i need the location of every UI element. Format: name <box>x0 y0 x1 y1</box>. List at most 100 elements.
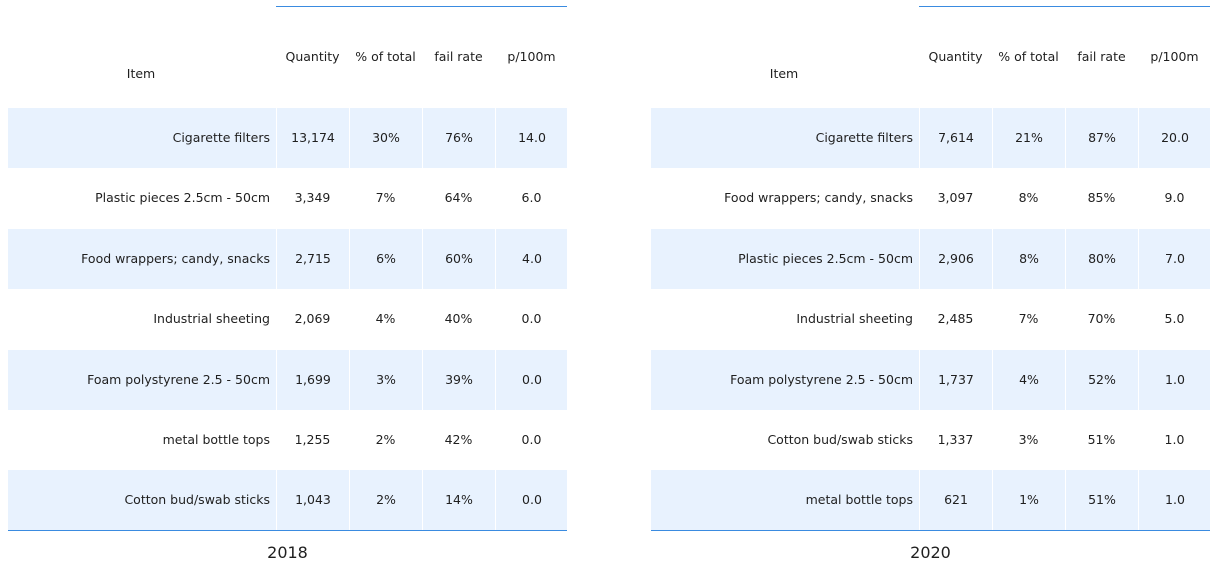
table-row: Food wrappers; candy, snacks 3,097 8% 85% 9.… <box>651 168 1210 228</box>
table-cell-quantity: 2,715 <box>276 228 349 289</box>
table-cell-percent-total: 8% <box>992 228 1065 289</box>
table-cell-percent-total: 3% <box>1018 432 1039 447</box>
table-cell-percent-total: 6% <box>349 228 422 289</box>
table-cell-fail-rate: 64% <box>444 190 473 206</box>
table-caption-year: 2020 <box>910 543 951 562</box>
table-cell-percent-total: 4% <box>375 311 396 327</box>
table-cell-percent-total: 3% <box>349 349 422 410</box>
table-cell-item: Cigarette filters <box>815 130 913 145</box>
table-cell-fail-rate: 70% <box>1087 311 1116 327</box>
table-cell-item: Industrial sheeting <box>796 311 913 327</box>
table-cell-item: Cotton bud/swab sticks <box>124 492 270 508</box>
table-cell-p100m: 20.0 <box>1138 108 1211 168</box>
table-cell-item: Plastic pieces 2.5cm - 50cm <box>738 250 913 266</box>
column-header-percent-total: % of total <box>998 49 1059 64</box>
table-cell-fail-rate: 39% <box>422 349 495 410</box>
table-cell-quantity: 1,337 <box>937 432 974 447</box>
table-cell-percent-total: 2% <box>349 470 422 531</box>
table-cell-item: Foam polystyrene 2.5 - 50cm <box>730 371 913 387</box>
table-cell-p100m: 7.0 <box>1138 228 1211 289</box>
table-cell-p100m: 0.0 <box>495 470 568 531</box>
table-row: Foam polystyrene 2.5 - 50cm 1,699 3% 39% 0.0 <box>8 349 568 410</box>
table-cell-p100m: 6.0 <box>521 190 542 206</box>
table-cell-fail-rate: 60% <box>422 228 495 289</box>
table-cell-fail-rate: 85% <box>1087 190 1116 206</box>
column-header-p100m: p/100m <box>507 49 556 64</box>
table-cell-p100m: 1.0 <box>1138 470 1211 531</box>
table-cell-quantity: 2,906 <box>919 228 992 289</box>
table-cell-percent-total: 2% <box>375 432 396 447</box>
table-cell-p100m: 1.0 <box>1138 349 1211 410</box>
table-cell-item: Foam polystyrene 2.5 - 50cm <box>87 371 270 387</box>
table-cell-quantity: 1,737 <box>919 349 992 410</box>
table-row: Cotton bud/swab sticks 1,337 3% 51% 1.0 <box>651 410 1210 470</box>
table-panel-2020: Item Quantity % of total fail rate p/100… <box>651 0 1210 568</box>
table-row: Plastic pieces 2.5cm - 50cm 3,349 7% 64% 6.0 <box>8 168 567 228</box>
table-cell-p100m: 4.0 <box>495 228 568 289</box>
table-row: metal bottle tops 1,255 2% 42% 0.0 <box>8 410 567 470</box>
table-row: Industrial sheeting 2,485 7% 70% 5.0 <box>651 289 1210 349</box>
table-row: Cotton bud/swab sticks 1,043 2% 14% 0.0 <box>8 470 568 531</box>
column-header-quantity: Quantity <box>285 49 340 64</box>
column-header-fail-rate: fail rate <box>1077 49 1126 64</box>
table-row: Industrial sheeting 2,069 4% 40% 0.0 <box>8 289 567 349</box>
table-cell-quantity: 3,097 <box>937 190 974 206</box>
table-cell-percent-total: 4% <box>992 349 1065 410</box>
table-cell-item: Cotton bud/swab sticks <box>767 432 913 447</box>
table-cell-fail-rate: 87% <box>1065 108 1138 168</box>
table-cell-p100m: 0.0 <box>495 349 568 410</box>
table-cell-p100m: 5.0 <box>1164 311 1185 327</box>
table-top-rule <box>276 6 567 7</box>
table-row: metal bottle tops 621 1% 51% 1.0 <box>651 470 1211 531</box>
table-cell-item: Plastic pieces 2.5cm - 50cm <box>95 190 270 206</box>
column-header-fail-rate: fail rate <box>434 49 483 64</box>
table-cell-quantity: 1,255 <box>294 432 331 447</box>
column-header-quantity: Quantity <box>928 49 983 64</box>
table-cell-percent-total: 7% <box>1018 311 1039 327</box>
table-cell-quantity: 2,069 <box>294 311 331 327</box>
column-header-item: Item <box>126 66 156 81</box>
table-cell-quantity: 621 <box>919 470 992 531</box>
table-cell-item: Industrial sheeting <box>153 311 270 327</box>
table-cell-quantity: 7,614 <box>919 108 992 168</box>
table-cell-item: Cigarette filters <box>172 130 270 145</box>
table-caption-year: 2018 <box>267 543 308 562</box>
table-cell-quantity: 13,174 <box>276 108 349 168</box>
table-cell-item: Food wrappers; candy, snacks <box>724 190 913 206</box>
table-cell-item: Food wrappers; candy, snacks <box>81 250 270 266</box>
table-row: Cigarette filters 7,614 21% 87% 20.0 <box>651 108 1210 168</box>
table-row: Cigarette filters 13,174 30% 76% 14.0 <box>8 108 567 168</box>
table-cell-fail-rate: 40% <box>444 311 473 327</box>
table-cell-quantity: 1,699 <box>276 349 349 410</box>
table-cell-percent-total: 1% <box>992 470 1065 531</box>
table-cell-fail-rate: 80% <box>1065 228 1138 289</box>
table-cell-item: metal bottle tops <box>805 492 913 508</box>
table-cell-fail-rate: 52% <box>1065 349 1138 410</box>
table-panel-2018: Item Quantity % of total fail rate p/100… <box>8 0 567 568</box>
table-bottom-rule <box>8 530 567 531</box>
table-cell-fail-rate: 51% <box>1087 432 1116 447</box>
table-cell-p100m: 1.0 <box>1164 432 1185 447</box>
table-top-rule <box>919 6 1210 7</box>
table-row: Foam polystyrene 2.5 - 50cm 1,737 4% 52% 1.0 <box>651 349 1211 410</box>
table-cell-percent-total: 30% <box>349 108 422 168</box>
table-cell-quantity: 3,349 <box>294 190 331 206</box>
table-cell-fail-rate: 14% <box>422 470 495 531</box>
column-header-p100m: p/100m <box>1150 49 1199 64</box>
table-cell-p100m: 9.0 <box>1164 190 1185 206</box>
column-header-item: Item <box>769 66 799 81</box>
table-cell-p100m: 0.0 <box>521 311 542 327</box>
table-cell-fail-rate: 51% <box>1065 470 1138 531</box>
table-row: Plastic pieces 2.5cm - 50cm 2,906 8% 80% 7.0 <box>651 228 1211 289</box>
table-cell-p100m: 14.0 <box>495 108 568 168</box>
table-cell-percent-total: 8% <box>1018 190 1039 206</box>
table-cell-quantity: 1,043 <box>276 470 349 531</box>
table-cell-item: metal bottle tops <box>162 432 270 447</box>
table-cell-percent-total: 21% <box>992 108 1065 168</box>
table-cell-fail-rate: 42% <box>444 432 473 447</box>
table-cell-quantity: 2,485 <box>937 311 974 327</box>
table-bottom-rule <box>651 530 1210 531</box>
column-header-percent-total: % of total <box>355 49 416 64</box>
table-cell-percent-total: 7% <box>375 190 396 206</box>
table-cell-p100m: 0.0 <box>521 432 542 447</box>
